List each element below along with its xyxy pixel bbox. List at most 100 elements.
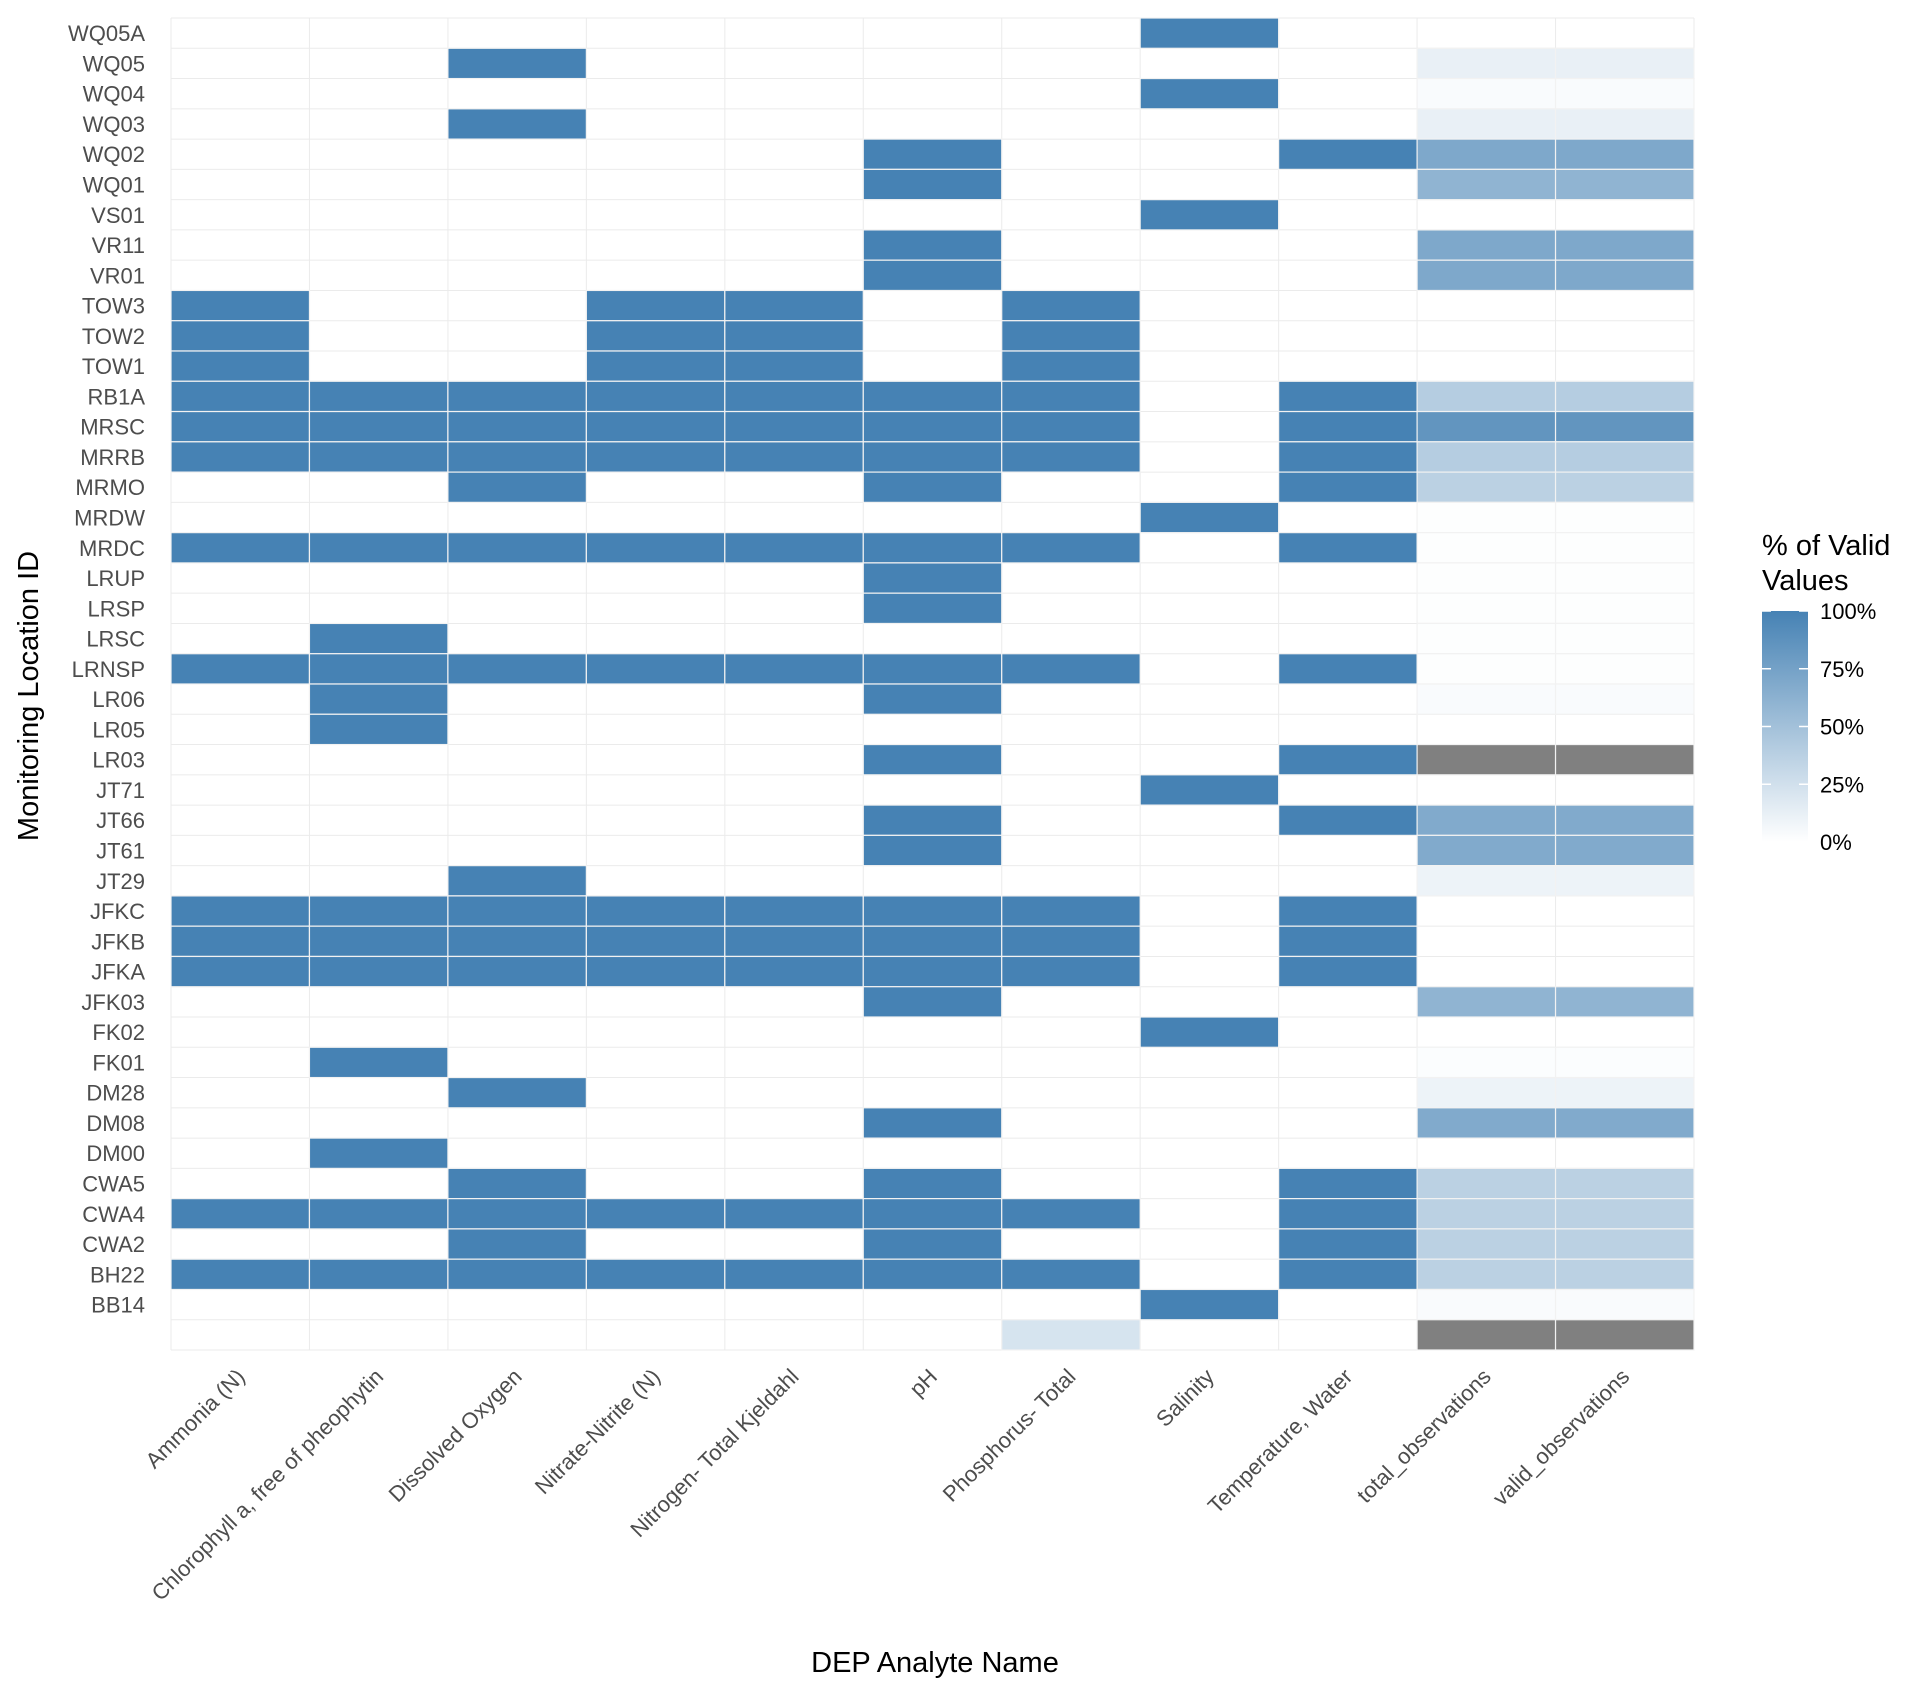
heatmap-tile [1416, 501, 1557, 534]
heatmap-tile [585, 532, 726, 564]
heatmap-tile [1001, 410, 1141, 443]
heatmap-tile [1139, 774, 1280, 806]
heatmap-tile [447, 532, 587, 564]
heatmap-tile [1416, 229, 1557, 261]
heatmap-tile [1416, 683, 1557, 715]
y-tick-label: LRNSP [72, 657, 145, 682]
y-tick-label: LRSC [86, 627, 145, 652]
heatmap-tile [585, 1258, 726, 1291]
heatmap-tile [1139, 1288, 1280, 1321]
heatmap-tile [308, 1137, 449, 1169]
heatmap-tile [862, 925, 1003, 958]
heatmap-tile [1416, 1258, 1557, 1291]
heatmap-tile [1554, 138, 1695, 170]
heatmap-tile [1416, 47, 1557, 80]
heatmap-tile [1554, 986, 1695, 1018]
legend-tick-label: 0% [1820, 830, 1852, 855]
y-tick-label: JFKA [91, 960, 145, 985]
heatmap-tile [1278, 1228, 1418, 1260]
heatmap-tile [1554, 532, 1695, 564]
heatmap-tile [1416, 1319, 1557, 1351]
heatmap-tile [585, 895, 726, 927]
heatmap-tile [447, 895, 587, 927]
heatmap-tile [1001, 320, 1141, 352]
y-tick-label: VR01 [90, 263, 145, 288]
heatmap-tile [1554, 1076, 1695, 1109]
heatmap-tile [585, 320, 726, 352]
heatmap-tile [447, 1167, 587, 1200]
heatmap-tile [862, 986, 1003, 1018]
heatmap-tile [862, 592, 1003, 625]
y-tick-label: FK01 [92, 1050, 145, 1075]
heatmap-tile [1554, 562, 1695, 594]
heatmap-tile [1416, 108, 1557, 140]
heatmap-tile [1554, 229, 1695, 261]
heatmap-tile [724, 410, 864, 443]
heatmap-tile [1416, 532, 1557, 564]
heatmap-tile [1278, 955, 1418, 988]
x-tick-label: Chlorophyll a, free of pheophytin [147, 1364, 389, 1606]
y-tick-label: VR11 [92, 233, 145, 258]
heatmap-tile [862, 683, 1003, 715]
heatmap-tile [862, 834, 1003, 867]
heatmap-tile [447, 1076, 587, 1109]
heatmap-tile [1554, 834, 1695, 867]
y-tick-label: JFK03 [81, 990, 145, 1015]
heatmap-tile [170, 925, 311, 958]
y-tick-label: MRRB [80, 445, 145, 470]
heatmap-tile [1554, 501, 1695, 534]
y-tick-label: TOW3 [82, 294, 145, 319]
heatmap-tile [1278, 743, 1418, 776]
heatmap-tile [308, 441, 449, 473]
heatmap-tile [170, 410, 311, 443]
heatmap-tile [585, 350, 726, 382]
heatmap-tile [308, 683, 449, 715]
heatmap-tile [170, 289, 311, 322]
heatmap-tile [862, 168, 1003, 201]
legend-title-line-1: % of Valid [1762, 530, 1890, 562]
x-tick-label: Salinity [1151, 1364, 1219, 1432]
heatmap-tile [1139, 199, 1280, 231]
heatmap-tile [447, 1258, 587, 1291]
heatmap-tile [1554, 410, 1695, 443]
legend-title-line-2: Values [1762, 565, 1849, 597]
heatmap-tile [724, 441, 864, 473]
heatmap-tile [1416, 1288, 1557, 1321]
x-tick-label: valid_observations [1488, 1364, 1635, 1511]
heatmap-tile [862, 471, 1003, 503]
heatmap-tile [1416, 592, 1557, 625]
y-tick-label: LRUP [86, 566, 145, 591]
heatmap-tile [1554, 47, 1695, 80]
heatmap-tile [862, 895, 1003, 927]
y-tick-label: LR05 [92, 717, 145, 742]
legend-tick-label: 25% [1820, 772, 1864, 797]
heatmap-tile [1416, 622, 1557, 655]
y-tick-label: JT66 [96, 808, 145, 833]
y-tick-label: JT71 [96, 778, 145, 803]
y-tick-label: MRDW [74, 506, 145, 531]
heatmap-tile [1554, 1228, 1695, 1260]
heatmap-tile [170, 380, 311, 413]
x-tick-label: total_observations [1352, 1364, 1496, 1508]
heatmap-tile [585, 925, 726, 958]
y-tick-label: TOW2 [82, 324, 145, 349]
x-tick-label: Temperature, Water [1203, 1364, 1358, 1519]
heatmap-tile [1416, 77, 1557, 110]
heatmap-tile [1554, 108, 1695, 140]
heatmap-tile [1001, 1319, 1141, 1351]
legend-tick-label: 100% [1820, 599, 1876, 624]
heatmap-tile [1554, 259, 1695, 292]
heatmap-tile [447, 47, 587, 80]
y-tick-label: MRMO [75, 475, 145, 500]
heatmap-tile [1139, 17, 1280, 49]
heatmap-tile [585, 955, 726, 988]
heatmap-tile [1416, 804, 1557, 836]
heatmap-tile [1416, 653, 1557, 685]
y-axis-tick-labels: WQ05A WQ05 WQ04 WQ03 WQ02 WQ01 VS01 VR11 VR01 TOW… [68, 21, 145, 1317]
heatmap-tile [1416, 410, 1557, 443]
heatmap-tile [724, 653, 864, 685]
heatmap-tile [1139, 1016, 1280, 1048]
heatmap-tile [1278, 1258, 1418, 1291]
heatmap-tile [1001, 350, 1141, 382]
heatmap-tile [308, 713, 449, 746]
